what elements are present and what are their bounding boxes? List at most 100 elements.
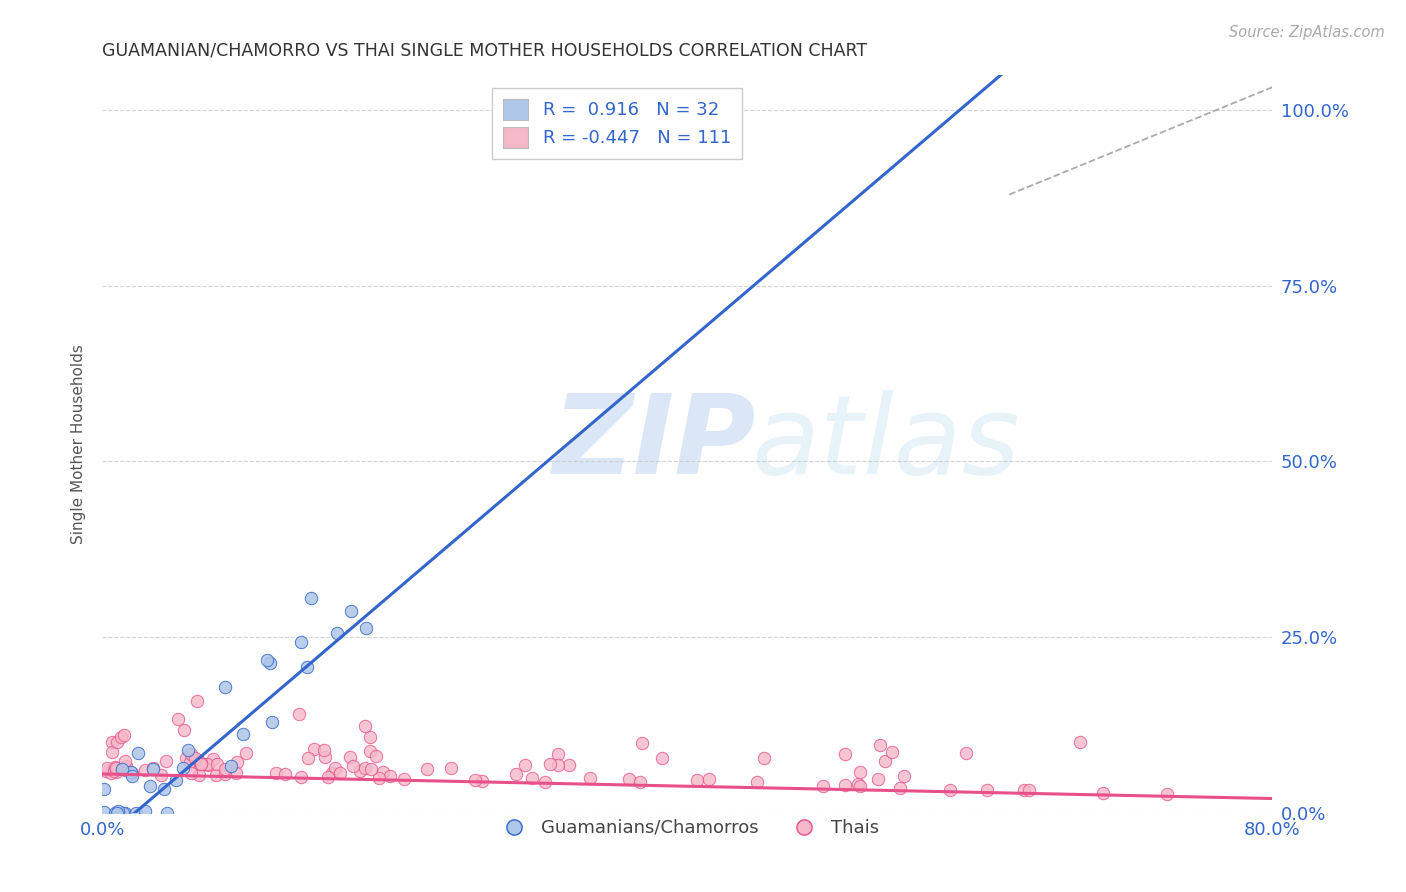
Point — [139, 779, 162, 793]
Point — [889, 780, 911, 795]
Point — [180, 766, 202, 780]
Point — [226, 755, 249, 769]
Point — [359, 744, 381, 758]
Point — [165, 772, 187, 787]
Point — [534, 774, 557, 789]
Point — [225, 766, 247, 780]
Point — [214, 763, 236, 777]
Point — [354, 621, 377, 635]
Point — [104, 805, 127, 820]
Text: atlas: atlas — [752, 391, 1021, 498]
Point — [1092, 786, 1115, 800]
Point — [197, 757, 219, 772]
Point — [745, 774, 768, 789]
Point — [232, 727, 254, 741]
Point — [325, 626, 347, 640]
Point — [103, 764, 125, 778]
Point — [288, 706, 311, 721]
Point — [848, 764, 870, 779]
Point — [180, 747, 202, 761]
Point — [1156, 787, 1178, 801]
Point — [354, 761, 377, 775]
Point — [349, 764, 371, 778]
Point — [104, 761, 127, 775]
Point — [579, 771, 602, 785]
Point — [318, 770, 340, 784]
Point — [464, 773, 486, 788]
Point — [547, 747, 569, 761]
Point — [354, 719, 377, 733]
Point — [155, 754, 177, 768]
Point — [260, 714, 283, 729]
Point — [112, 762, 135, 776]
Point — [188, 757, 211, 772]
Point — [538, 756, 561, 771]
Point — [111, 763, 134, 777]
Point — [187, 768, 209, 782]
Point — [100, 745, 122, 759]
Point — [107, 735, 129, 749]
Y-axis label: Single Mother Households: Single Mother Households — [72, 344, 86, 544]
Point — [1012, 782, 1035, 797]
Point — [329, 766, 352, 780]
Text: Source: ZipAtlas.com: Source: ZipAtlas.com — [1229, 25, 1385, 40]
Point — [547, 758, 569, 772]
Point — [882, 745, 904, 759]
Point — [893, 769, 915, 783]
Point — [256, 653, 278, 667]
Point — [873, 754, 896, 768]
Point — [101, 735, 124, 749]
Point — [834, 778, 856, 792]
Point — [471, 773, 494, 788]
Point — [846, 777, 869, 791]
Point — [628, 775, 651, 789]
Point — [195, 757, 218, 772]
Point — [205, 756, 228, 771]
Point — [834, 747, 856, 762]
Point — [323, 761, 346, 775]
Point — [127, 746, 149, 760]
Point — [142, 762, 165, 776]
Point — [201, 752, 224, 766]
Point — [416, 762, 439, 776]
Point — [866, 772, 889, 787]
Point — [134, 764, 156, 778]
Point — [651, 751, 673, 765]
Point — [179, 755, 201, 769]
Point — [121, 768, 143, 782]
Point — [340, 604, 363, 618]
Point — [105, 805, 128, 820]
Point — [849, 779, 872, 793]
Point — [312, 743, 335, 757]
Point — [505, 767, 527, 781]
Point — [304, 742, 326, 756]
Point — [619, 772, 641, 786]
Point — [114, 764, 136, 778]
Point — [121, 765, 143, 780]
Point — [686, 772, 709, 787]
Text: ZIP: ZIP — [553, 391, 756, 498]
Point — [359, 730, 381, 744]
Point — [955, 746, 977, 760]
Point — [869, 738, 891, 752]
Point — [190, 757, 212, 772]
Point — [112, 805, 135, 820]
Point — [938, 782, 960, 797]
Point — [173, 723, 195, 737]
Text: GUAMANIAN/CHAMORRO VS THAI SINGLE MOTHER HOUSEHOLDS CORRELATION CHART: GUAMANIAN/CHAMORRO VS THAI SINGLE MOTHER… — [103, 42, 868, 60]
Point — [167, 712, 190, 726]
Point — [112, 728, 135, 742]
Point — [378, 769, 401, 783]
Point — [264, 765, 287, 780]
Point — [205, 768, 228, 782]
Point — [371, 764, 394, 779]
Point — [190, 756, 212, 770]
Point — [155, 805, 177, 820]
Point — [1018, 782, 1040, 797]
Point — [105, 761, 128, 775]
Point — [152, 782, 174, 797]
Point — [104, 764, 127, 779]
Point — [360, 762, 382, 776]
Point — [321, 766, 343, 780]
Point — [259, 656, 281, 670]
